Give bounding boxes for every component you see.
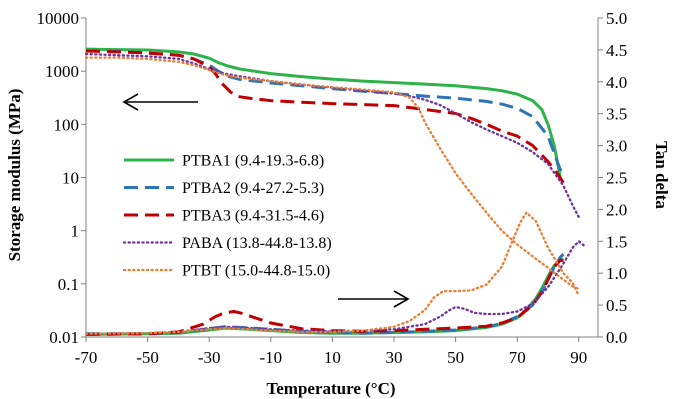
right-y-tick-label: 5.0 [606,9,627,28]
x-tick-label: -50 [136,348,159,367]
x-tick-label: 70 [509,348,526,367]
series-2-tan-delta-line [86,253,565,336]
legend-label: PTBT (15.0-44.8-15.0) [182,263,330,280]
right-y-tick-label: 0.5 [606,296,627,315]
left-arrow-head [122,93,139,111]
legend-label: PABA (13.8-44.8-13.8) [182,235,332,252]
right-y-tick-label: 4.0 [606,73,627,92]
series-3-modulus-line [85,49,565,184]
legend-label: PTBA1 (9.4-19.3-6.8) [182,153,324,170]
right-y-tick-label: 2.0 [606,200,627,219]
series-5-tan-delta-line [84,211,580,335]
annotation-arrows [122,93,410,308]
x-tick-label: 30 [386,348,403,367]
right-y-tick-label: 1.5 [606,232,627,251]
series-4-tan-delta-line [84,240,587,335]
right-y-axis-ticks: 0.0 0.5 1.0 1.5 2.0 2.5 3.0 3.5 4.0 4.5 5.0 [598,9,627,347]
legend-label: PTBA2 (9.4-27.2-5.3) [182,180,324,197]
left-y-tick-label: 0.1 [58,275,79,294]
legend-label: PTBA3 (9.4-31.5-4.6) [182,208,324,225]
left-y-tick-label: 0.01 [49,328,79,347]
x-axis-title: Temperature (°C) [266,379,395,398]
right-y-tick-label: 3.0 [606,137,627,156]
legend: PTBA1 (9.4-19.3-6.8) PTBA2 (9.4-27.2-5.3)… [122,153,332,280]
left-y-tick-label: 100 [54,115,80,134]
right-y-tick-label: 1.0 [606,264,627,283]
x-tick-label: -10 [259,348,282,367]
right-y-axis-title: Tan delta [652,141,671,209]
series-1-modulus-line [85,47,562,178]
left-y-tick-label: 1 [71,222,80,241]
x-tick-label: 10 [324,348,341,367]
left-y-tick-label: 10 [62,169,79,188]
left-y-tick-label: 1000 [45,62,79,81]
right-y-tick-label: 3.5 [606,105,627,124]
right-y-tick-label: 2.5 [606,169,627,188]
x-tick-label: -70 [75,348,98,367]
left-y-tick-label: 10000 [37,9,80,28]
right-y-tick-label: 0.0 [606,328,627,347]
left-y-axis-title: Storage modulus (MPa) [5,89,24,262]
right-y-tick-label: 4.5 [606,41,627,60]
x-tick-label: 50 [447,348,464,367]
series-layer [84,47,587,336]
x-tick-label: 90 [570,348,587,367]
x-tick-label: -30 [198,348,221,367]
axes [85,18,599,338]
right-arrow-head [393,290,410,308]
series-5-modulus-line [84,56,580,291]
x-axis-ticks: -70 -50 -30 -10 10 30 50 70 90 [75,337,587,367]
left-y-axis-ticks: 0.01 0.1 1 10 100 1000 10000 [37,9,86,347]
